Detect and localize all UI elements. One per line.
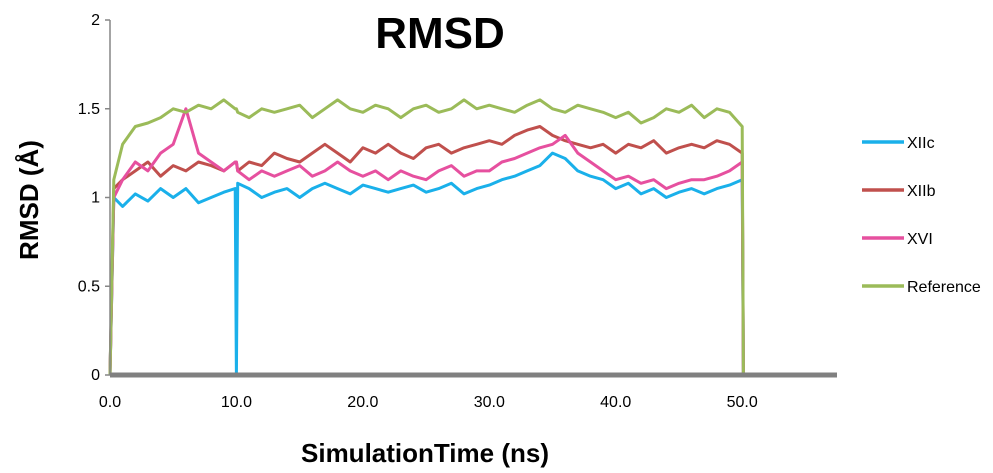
y-tick-label: 2 (91, 12, 100, 29)
y-axis-title: RMSD (Å) (14, 140, 44, 260)
x-tick-label: 30.0 (474, 394, 505, 411)
x-tick-label: 50.0 (727, 394, 758, 411)
x-tick-label: 10.0 (221, 394, 252, 411)
x-axis-title: SimulationTime (ns) (301, 438, 549, 468)
y-tick-label: 0 (91, 367, 100, 384)
legend-label-xvi: XVI (907, 231, 933, 248)
plot-area (108, 98, 837, 377)
series-line-xiib (108, 125, 837, 377)
y-tick-label: 1.5 (78, 101, 100, 118)
axes: 00.511.520.0 10.0 20.0 30.0 40.0 50.0 (78, 12, 837, 411)
x-tick-label: 0.0 (99, 394, 121, 411)
series-line-xvi (108, 107, 837, 377)
x-tick-label: 40.0 (600, 394, 631, 411)
y-tick-label: 1 (91, 190, 100, 207)
series-line-reference (108, 98, 837, 377)
y-tick-label: 0.5 (78, 278, 100, 295)
chart-title: RMSD (375, 9, 505, 58)
legend-label-xiib: XIIb (907, 183, 936, 200)
legend-label-reference: Reference (907, 279, 981, 296)
legend-label-xiic: XIIc (907, 135, 935, 152)
x-tick-label: 20.0 (347, 394, 378, 411)
series-line-xiic (108, 151, 837, 377)
legend: XIIc XIIb XVI Reference (862, 135, 981, 296)
